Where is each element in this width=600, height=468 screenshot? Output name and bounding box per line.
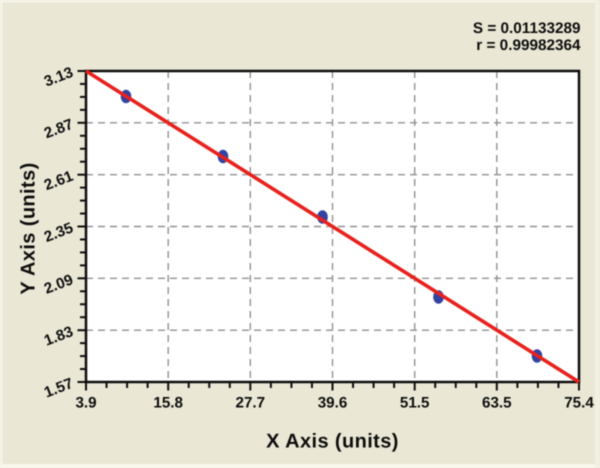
svg-text:Y Axis (units): Y Axis (units): [18, 162, 40, 294]
svg-text:r = 0.99982364: r = 0.99982364: [476, 37, 581, 54]
svg-text:S = 0.01133289: S = 0.01133289: [473, 20, 581, 37]
svg-text:63.5: 63.5: [482, 394, 512, 411]
svg-text:3.9: 3.9: [75, 394, 96, 411]
svg-text:15.8: 15.8: [153, 394, 183, 411]
svg-text:X Axis (units): X Axis (units): [266, 431, 399, 453]
svg-text:39.6: 39.6: [318, 394, 348, 411]
svg-text:51.5: 51.5: [400, 394, 430, 411]
svg-text:27.7: 27.7: [236, 394, 266, 411]
svg-text:75.4: 75.4: [564, 394, 594, 411]
